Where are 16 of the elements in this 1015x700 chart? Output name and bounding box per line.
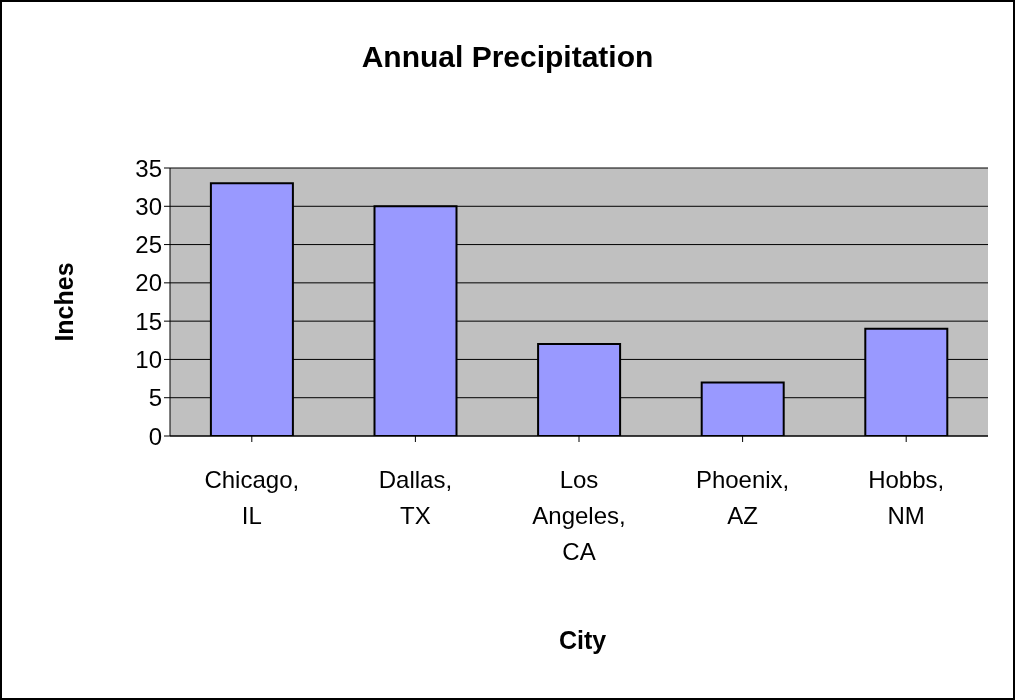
x-tick-label: Hobbs, NM	[868, 466, 945, 529]
y-tick-label: 35	[135, 154, 162, 182]
y-axis-title: Inches	[49, 262, 79, 342]
x-tick-label: Los Angeles, CA	[532, 466, 626, 565]
y-tick-label: 15	[135, 307, 162, 335]
y-tick-label: 5	[148, 384, 162, 412]
y-tick-label: 10	[135, 345, 162, 373]
y-tick-label: 20	[135, 269, 162, 297]
x-tick-label: Dallas, TX	[378, 466, 453, 529]
x-tick-label: Chicago, IL	[204, 466, 300, 529]
x-axis-title: City	[557, 626, 608, 655]
y-tick-label: 25	[135, 231, 162, 259]
x-tick-label: Phoenix, AZ	[695, 466, 790, 529]
chart-title: Annual Precipitation	[360, 40, 655, 74]
y-tick-label: 30	[135, 192, 162, 220]
y-tick-label: 0	[148, 422, 162, 450]
